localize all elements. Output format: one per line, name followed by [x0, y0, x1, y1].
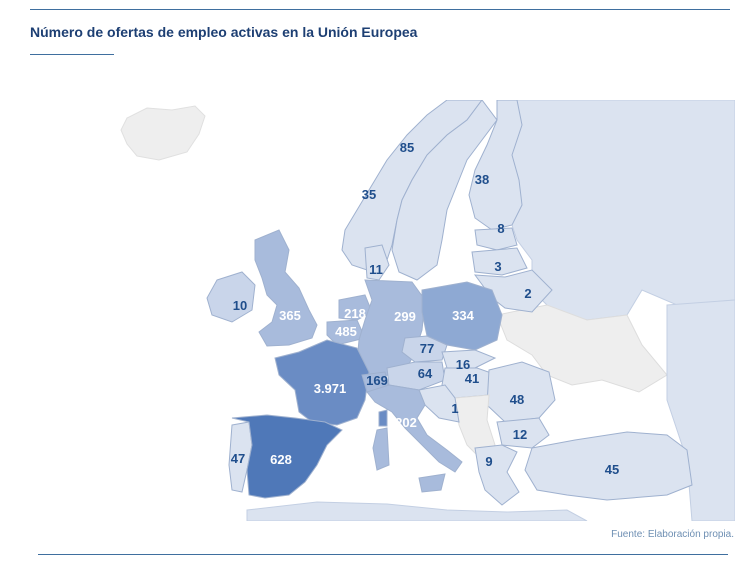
region-denmark [364, 244, 390, 281]
map-svg: 85 35 38 8 3 2 11 10 365 218 485 299 334… [27, 100, 735, 521]
region-ireland [206, 271, 256, 323]
region-estonia [474, 227, 518, 251]
label-switzerland: 169 [366, 373, 388, 388]
label-estonia: 8 [497, 221, 504, 236]
top-rule [30, 9, 730, 10]
label-croatia: 1 [451, 401, 458, 416]
region-uk [254, 229, 318, 347]
label-uk: 365 [279, 308, 301, 323]
label-finland: 38 [475, 172, 489, 187]
label-spain: 628 [270, 452, 292, 467]
label-sweden: 35 [362, 187, 376, 202]
region-spain [231, 414, 343, 499]
label-belgium: 485 [335, 324, 357, 339]
label-czechia: 77 [420, 341, 434, 356]
europe-map: 85 35 38 8 3 2 11 10 365 218 485 299 334… [27, 100, 735, 521]
label-poland: 334 [452, 308, 474, 323]
region-ukraine [496, 304, 668, 393]
label-latvia: 3 [494, 259, 501, 274]
region-romania [486, 361, 556, 423]
label-romania: 48 [510, 392, 524, 407]
region-greece [474, 444, 520, 506]
label-italy: 202 [395, 415, 417, 430]
region-belgium [326, 319, 366, 346]
chart-title: Número de ofertas de empleo activas en l… [30, 24, 418, 40]
region-north-africa [246, 501, 588, 521]
region-east-edge [666, 299, 735, 521]
region-sardinia [372, 427, 390, 471]
label-slovakia: 16 [456, 357, 470, 372]
region-italy [366, 384, 463, 473]
region-iceland [120, 105, 206, 161]
label-ireland: 10 [233, 298, 247, 313]
label-hungary: 41 [465, 371, 479, 386]
region-poland [421, 281, 503, 351]
label-norway: 85 [400, 140, 414, 155]
region-sicily [418, 473, 446, 493]
region-bulgaria [496, 417, 550, 449]
label-bulgaria: 12 [513, 427, 527, 442]
region-corsica [378, 409, 388, 427]
label-turkey: 45 [605, 462, 619, 477]
region-sweden [391, 100, 498, 281]
region-slovakia [441, 349, 497, 369]
region-czechia [401, 335, 448, 363]
label-austria: 64 [418, 366, 433, 381]
label-germany: 299 [394, 309, 416, 324]
title-underline [30, 54, 114, 55]
label-france: 3.971 [314, 381, 347, 396]
label-lithuania: 2 [524, 286, 531, 301]
label-denmark: 11 [369, 262, 383, 277]
source-note: Fuente: Elaboración propia. [611, 529, 734, 540]
bottom-rule [38, 554, 728, 555]
label-netherlands: 218 [344, 306, 366, 321]
region-france [274, 339, 370, 426]
region-turkey [524, 431, 693, 501]
region-netherlands [338, 294, 373, 321]
region-finland [468, 100, 523, 231]
region-latvia [471, 247, 528, 276]
label-portugal: 47 [231, 451, 245, 466]
label-greece: 9 [485, 454, 492, 469]
